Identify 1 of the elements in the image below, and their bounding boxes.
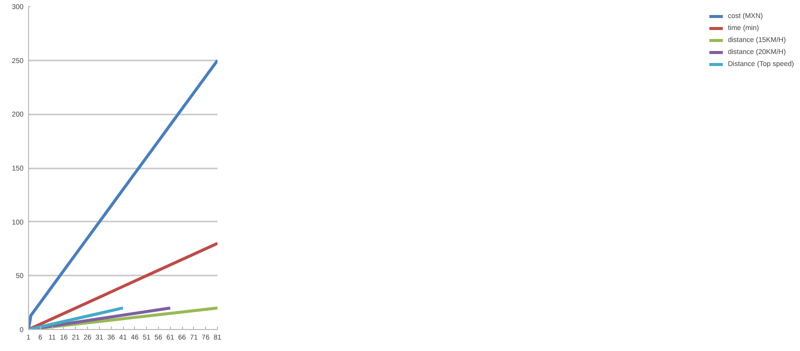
- line-series: [28, 306, 124, 330]
